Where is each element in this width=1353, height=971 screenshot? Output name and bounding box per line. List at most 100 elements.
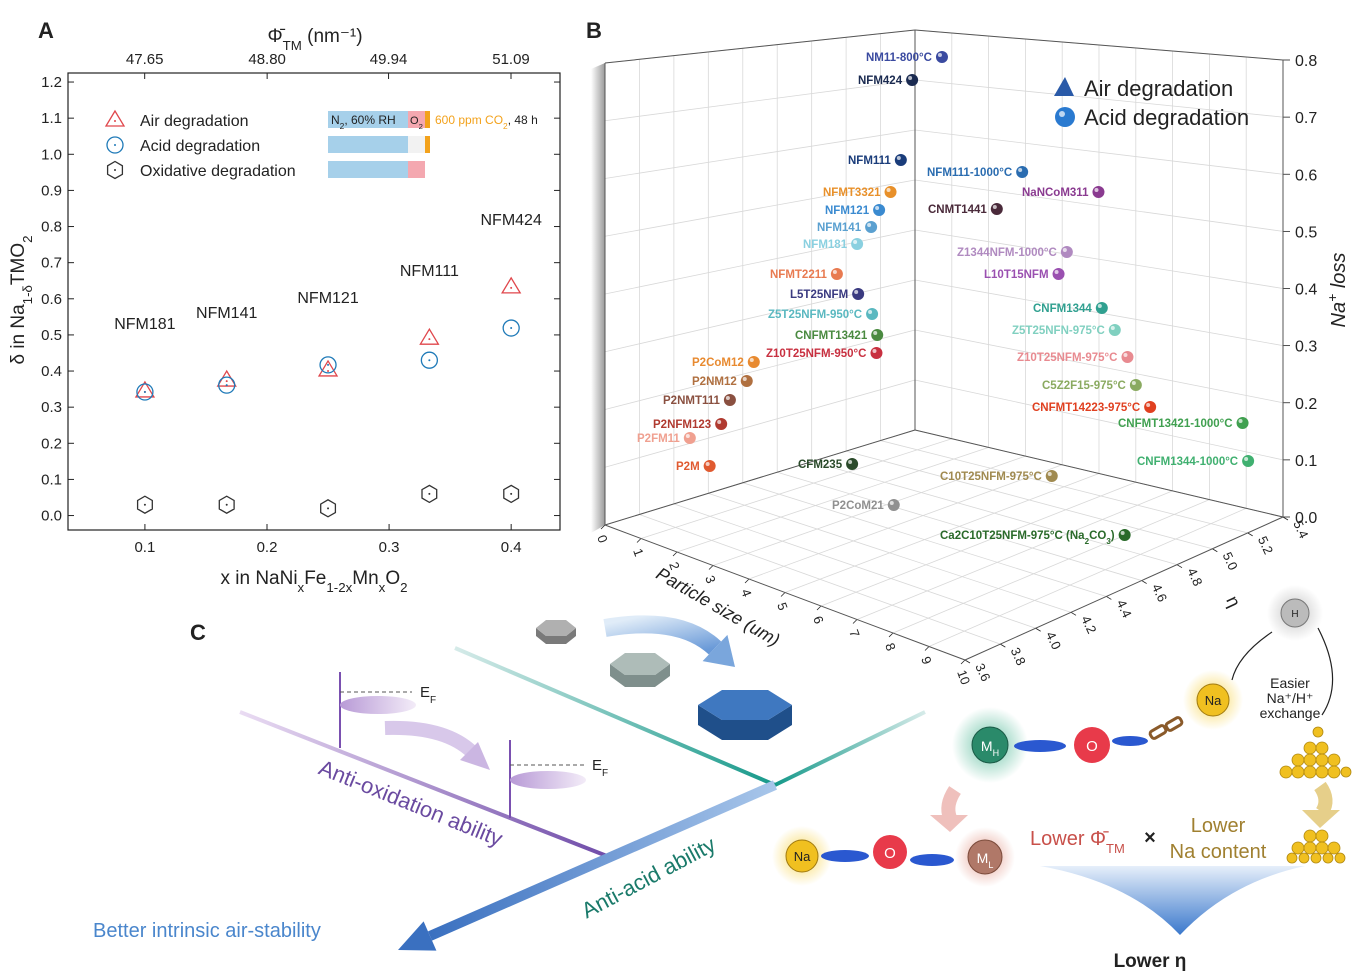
x-axis-label-part: Mn (352, 568, 378, 589)
sample-marker (1053, 268, 1065, 280)
sample-label: CNFM1344-1000°C (1137, 456, 1238, 468)
y-axis-label-part: 2 (20, 235, 35, 242)
sample-marker-highlight (1123, 353, 1127, 357)
sample-marker-highlight (848, 460, 852, 464)
sample-marker-highlight (1055, 270, 1059, 274)
panel-label: C (190, 620, 206, 645)
legend-marker (1054, 77, 1074, 96)
data-point-dot (144, 504, 146, 506)
grid-line (708, 493, 1071, 612)
sample-marker (865, 221, 877, 233)
x-axis-label-part: Fe (304, 568, 326, 589)
sample-marker (741, 375, 753, 387)
z-tick-label: 0.3 (1295, 339, 1317, 356)
sample-marker-highlight (887, 188, 891, 192)
sample-marker-highlight (854, 290, 858, 294)
sample-label: Z10T25NFM-950°C (766, 348, 866, 360)
legend-marker-dot (114, 120, 116, 122)
sample-marker (1144, 401, 1156, 413)
sample-label: NaNCoM311 (1022, 187, 1089, 199)
y-tick-label: 0.6 (41, 291, 62, 308)
atom-label: Na (1205, 693, 1222, 708)
data-point (420, 329, 438, 344)
sample-marker-highlight (1146, 403, 1150, 407)
atom-label: H (1291, 609, 1298, 620)
sample-marker-highlight (897, 156, 901, 160)
sample-marker-highlight (872, 349, 876, 353)
legend-label: Oxidative degradation (140, 163, 296, 180)
fermi-label-part: E (420, 684, 430, 701)
inset-label: , 48 h (508, 113, 538, 127)
inset-bar (408, 136, 425, 153)
y-tick (1106, 596, 1111, 599)
x-tick (925, 647, 929, 651)
x2-axis-label: Φ̄TM (nm⁻¹) (267, 26, 362, 53)
grid-line (605, 330, 915, 410)
y-tick-label: 0.0 (41, 508, 62, 525)
y-tick (1177, 565, 1182, 568)
data-point-dot (510, 493, 512, 495)
figure: C Anti-oxidation ability Anti-acid abili… (0, 0, 1353, 971)
grid-line (641, 439, 952, 539)
sample-label: CNFMT14223-975°C (1032, 402, 1140, 414)
x-tick-label: 1 (630, 546, 647, 558)
x-tick (709, 566, 713, 570)
x2-axis-label-part: (nm⁻¹) (302, 26, 363, 47)
sample-marker-highlight (1063, 248, 1067, 252)
panel-label: A (38, 18, 54, 43)
x2-tick-label: 49.94 (370, 51, 408, 68)
data-point (218, 371, 236, 386)
legend-marker-dot (114, 144, 116, 146)
y-tick-label: 1.1 (41, 110, 62, 127)
y-tick-label: 4.6 (1149, 581, 1170, 604)
legend-label: Air degradation (140, 113, 249, 130)
y-tick (1036, 628, 1041, 631)
sample-marker-highlight (706, 462, 710, 466)
sample-marker-highlight (750, 358, 754, 362)
data-point-dot (510, 287, 512, 289)
sample-marker-highlight (938, 53, 942, 57)
sample-marker (873, 204, 885, 216)
x-axis-label: x in NaNixFe1-2xMnxO2 (220, 568, 407, 595)
point-label: NFM141 (196, 305, 257, 322)
point-label: NFM111 (400, 263, 459, 280)
sample-label: NFMT3321 (823, 187, 881, 199)
sample-marker (1092, 186, 1104, 198)
sample-label: CNFMT13421-1000°C (1118, 418, 1233, 430)
point-label: NFM121 (297, 290, 358, 307)
y-tick-label: 4.0 (1043, 629, 1064, 652)
sample-label: CNMT1441 (928, 204, 987, 216)
sample-label: P2CoM21 (832, 500, 884, 512)
sample-marker (1016, 166, 1028, 178)
sample-label: NFM141 (817, 222, 862, 234)
z-axis-label-part: loss (1328, 253, 1350, 294)
legend-marker-highlight (1059, 111, 1065, 117)
inset-label-part: 600 ppm CO (435, 113, 503, 127)
y-axis-label-part: TMO (8, 243, 29, 285)
x-tick-label: 5 (774, 600, 791, 612)
exchange-label: Easier (1270, 675, 1310, 691)
x-tick-label: 0.2 (257, 539, 278, 556)
sample-marker (851, 238, 863, 250)
sample-marker (906, 74, 918, 86)
inset-bar (425, 111, 430, 128)
sample-marker (846, 458, 858, 470)
y-tick-label: 5.0 (1220, 550, 1241, 573)
x2-tick-label: 47.65 (126, 51, 164, 68)
grid-line (605, 230, 915, 294)
z-tick-label: 0.6 (1295, 167, 1317, 184)
data-point-dot (226, 384, 228, 386)
y-tick-label: 0.4 (41, 363, 62, 380)
sample-label: CNFM1344 (1033, 303, 1092, 315)
sample-label: P2FM11 (637, 433, 680, 445)
sample-marker-highlight (873, 331, 877, 335)
sample-marker-highlight (717, 420, 721, 424)
x2-axis-label-part: TM (283, 38, 302, 53)
sample-marker (1061, 246, 1073, 258)
x2-tick-label: 48.80 (248, 51, 286, 68)
x-tick-label: 8 (882, 641, 899, 653)
x-tick-label: 0.4 (501, 539, 522, 556)
y-tick-label: 0.2 (41, 435, 62, 452)
sample-marker-highlight (1098, 304, 1102, 308)
y-tick-label: 0.1 (41, 471, 62, 488)
